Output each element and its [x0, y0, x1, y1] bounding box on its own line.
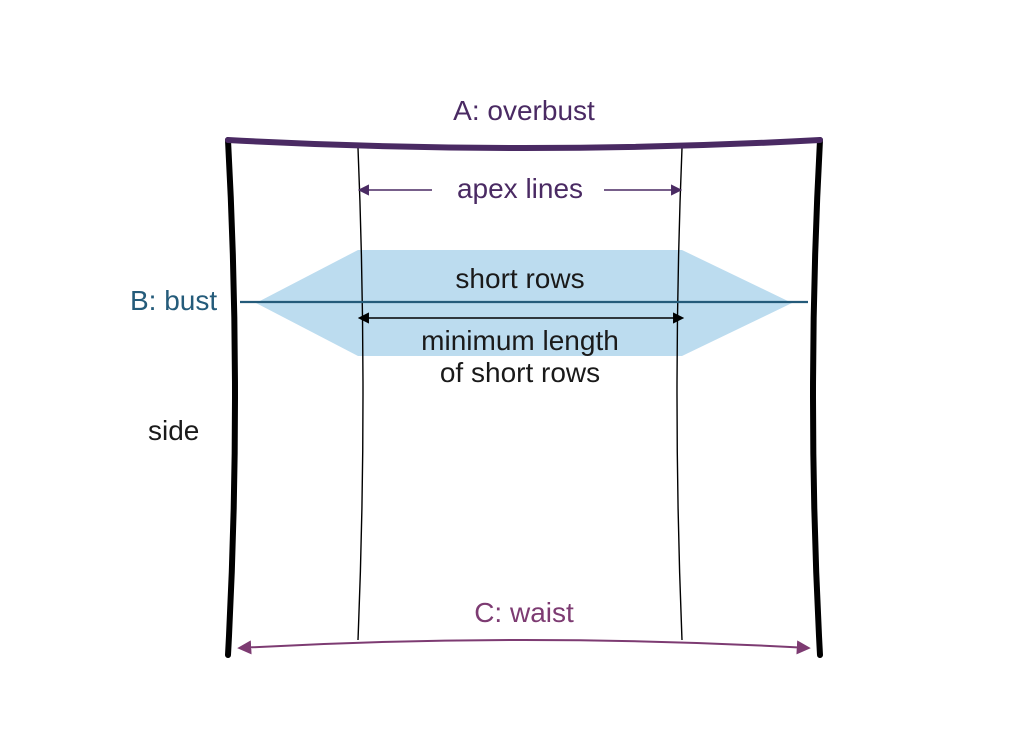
label-min-length-2: of short rows: [440, 357, 600, 388]
label-waist: C: waist: [474, 597, 574, 628]
overbust-line: [228, 140, 820, 148]
side-line-right: [813, 140, 820, 655]
label-overbust: A: overbust: [453, 95, 595, 126]
apex-line-right: [677, 148, 682, 640]
apex-line-left: [358, 148, 363, 640]
label-apex: apex lines: [457, 173, 583, 204]
waist-arrow: [240, 640, 808, 648]
label-min-length-1: minimum length: [421, 325, 619, 356]
label-short-rows: short rows: [455, 263, 584, 294]
label-bust: B: bust: [130, 285, 217, 316]
side-line-left: [228, 140, 235, 655]
label-side: side: [148, 415, 199, 446]
